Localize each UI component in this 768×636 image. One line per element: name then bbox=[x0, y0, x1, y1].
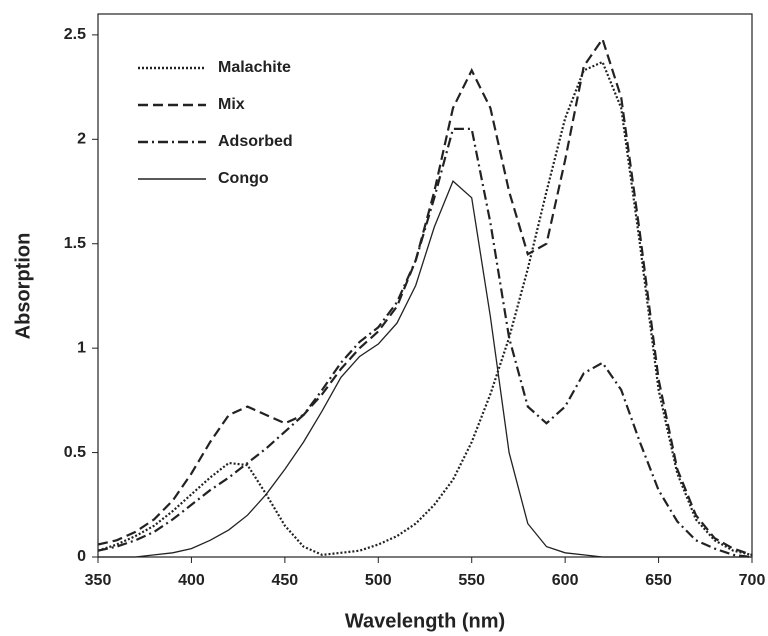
x-axis-label: Wavelength (nm) bbox=[345, 610, 505, 632]
y-tick-label: 2.5 bbox=[64, 26, 86, 43]
y-tick-label: 1 bbox=[77, 339, 86, 356]
y-tick-label: 0 bbox=[77, 548, 86, 565]
y-tick-label: 2 bbox=[77, 131, 86, 148]
x-tick-label: 600 bbox=[552, 572, 579, 589]
x-tick-label: 400 bbox=[178, 572, 205, 589]
legend-label: Malachite bbox=[218, 59, 291, 76]
series-line bbox=[97, 36, 753, 556]
y-tick-label: 0.5 bbox=[64, 444, 86, 461]
y-axis-label: Absorption bbox=[12, 233, 34, 340]
series-line bbox=[98, 180, 752, 558]
x-tick-label: 650 bbox=[645, 572, 672, 589]
x-tick-label: 500 bbox=[365, 572, 392, 589]
x-tick-label: 700 bbox=[739, 572, 766, 589]
plot-frame bbox=[97, 13, 753, 558]
legend-label: Adsorbed bbox=[218, 133, 293, 150]
x-tick-label: 350 bbox=[85, 572, 112, 589]
x-tick-label: 450 bbox=[272, 572, 299, 589]
legend-label: Mix bbox=[218, 96, 245, 113]
series-line bbox=[97, 127, 753, 559]
legend-label: Congo bbox=[218, 170, 269, 187]
y-tick-label: 1.5 bbox=[64, 235, 86, 252]
x-tick-label: 550 bbox=[458, 572, 485, 589]
